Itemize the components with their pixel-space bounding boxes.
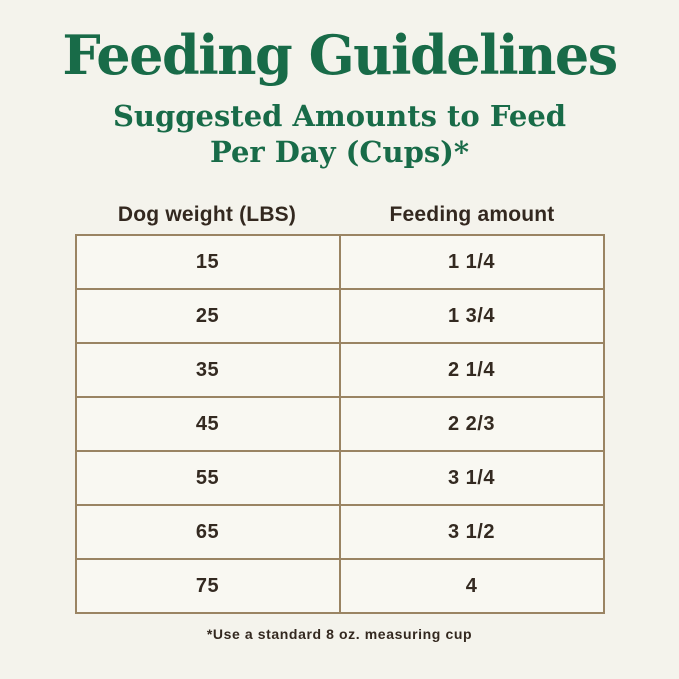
weight-cell: 65	[74, 504, 341, 561]
amount-cell: 3 1/4	[338, 450, 605, 507]
table-row: 45 2 2/3	[74, 396, 605, 453]
weight-cell: 35	[74, 342, 341, 399]
page-subtitle: Suggested Amounts to Feed Per Day (Cups)…	[0, 99, 679, 170]
weight-cell: 45	[74, 396, 341, 453]
amount-cell: 4	[338, 558, 605, 615]
table-row: 65 3 1/2	[74, 504, 605, 561]
amount-cell: 1 3/4	[338, 288, 605, 345]
table-row: 55 3 1/4	[74, 450, 605, 507]
subtitle-line-1: Suggested Amounts to Feed	[112, 99, 567, 134]
amount-cell: 1 1/4	[338, 234, 605, 291]
column-header-feeding-amount: Feeding amount	[389, 203, 555, 227]
table-row: 75 4	[74, 558, 605, 615]
amount-cell: 2 2/3	[338, 396, 605, 453]
measuring-cup-footnote: *Use a standard 8 oz. measuring cup	[206, 626, 473, 643]
table-row: 35 2 1/4	[74, 342, 605, 399]
page-title: Feeding Guidelines	[62, 23, 618, 87]
table-row: 25 1 3/4	[74, 288, 605, 345]
table-column-headers: Dog weight (LBS) Feeding amount	[75, 203, 605, 227]
amount-cell: 2 1/4	[338, 342, 605, 399]
weight-cell: 15	[74, 234, 341, 291]
weight-cell: 25	[74, 288, 341, 345]
amount-cell: 3 1/2	[338, 504, 605, 561]
table-row: 15 1 1/4	[74, 234, 605, 291]
weight-cell: 75	[74, 558, 341, 615]
subtitle-line-2: Per Day (Cups)*	[209, 134, 470, 169]
column-header-dog-weight: Dog weight (LBS)	[117, 203, 297, 227]
weight-cell: 55	[74, 450, 341, 507]
feeding-table: 15 1 1/4 25 1 3/4 35 2 1/4 45 2 2/3 55 3…	[74, 234, 605, 615]
